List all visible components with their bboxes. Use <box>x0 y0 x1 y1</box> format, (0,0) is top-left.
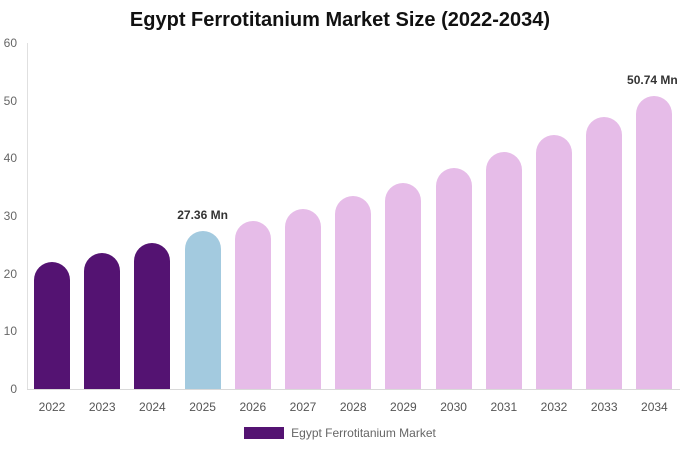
legend: Egypt Ferrotitanium Market <box>0 426 680 440</box>
x-tick-label: 2034 <box>641 400 668 414</box>
bar-2034 <box>636 96 673 389</box>
bar-2031 <box>485 151 522 389</box>
y-tick-label: 60 <box>3 36 17 50</box>
data-label-2034: 50.74 Mn <box>627 73 678 88</box>
bar-2024 <box>134 243 171 389</box>
chart-title: Egypt Ferrotitanium Market Size (2022-20… <box>129 9 551 31</box>
y-tick-label: 50 <box>3 93 17 108</box>
y-tick-label: 20 <box>3 266 17 281</box>
y-axis-line <box>27 43 28 389</box>
x-tick-label: 2025 <box>189 400 216 414</box>
x-tick-label: 2033 <box>590 400 618 414</box>
x-axis-line <box>27 389 680 390</box>
bar-2030 <box>435 168 472 389</box>
x-tick-label: 2026 <box>239 400 267 414</box>
bar-2029 <box>385 183 422 389</box>
x-tick-label: 2022 <box>38 400 66 414</box>
x-tick-label: 2024 <box>139 400 166 414</box>
bar-2032 <box>536 135 572 389</box>
x-tick-label: 2029 <box>390 400 417 414</box>
y-tick-label: 0 <box>10 382 17 396</box>
x-tick-label: 2027 <box>289 400 317 414</box>
x-tick-label: 2031 <box>490 400 518 414</box>
y-tick-label: 10 <box>3 324 17 339</box>
bar-2022 <box>34 262 70 389</box>
legend-label: Egypt Ferrotitanium Market <box>291 426 436 440</box>
y-tick-label: 40 <box>3 151 17 166</box>
x-tick-label: 2028 <box>339 400 367 414</box>
bar-2025 <box>184 231 221 389</box>
bar-2023 <box>84 252 121 389</box>
x-tick-label: 2032 <box>540 400 568 414</box>
bar-2033 <box>586 117 623 389</box>
bar-2028 <box>335 196 372 389</box>
x-tick-label: 2023 <box>88 400 116 414</box>
bar-2027 <box>285 209 321 389</box>
bar-2026 <box>234 221 271 389</box>
y-tick-label: 30 <box>3 209 17 223</box>
legend-swatch <box>244 427 285 439</box>
data-label-2025: 27.36 Mn <box>177 208 228 223</box>
x-tick-label: 2030 <box>440 400 467 414</box>
